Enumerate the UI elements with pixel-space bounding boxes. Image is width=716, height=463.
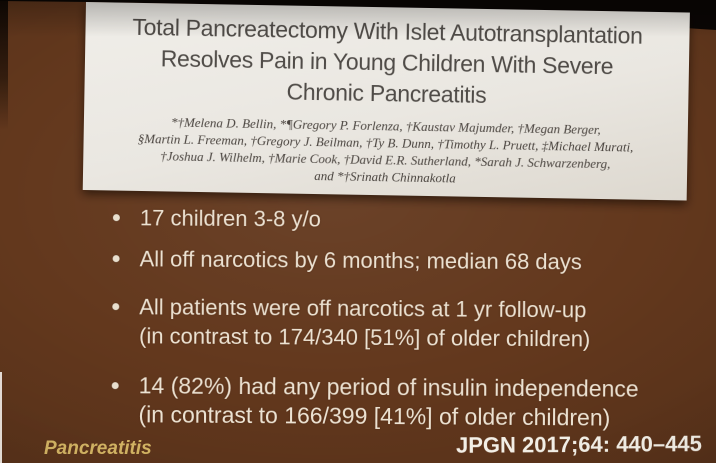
left-edge-shadow — [0, 0, 8, 130]
bullet-dot-icon — [112, 214, 120, 222]
bullet-item: All off narcotics by 6 months; median 68… — [98, 244, 710, 277]
bullet-item: All patients were off narcotics at 1 yr … — [97, 292, 709, 354]
bullet-dot-icon — [112, 255, 120, 263]
bullet-item: 14 (82%) had any period of insulin indep… — [96, 371, 708, 433]
bullet-text: All off narcotics by 6 months; median 68… — [139, 246, 582, 275]
bullet-dot-icon — [112, 303, 120, 311]
bullet-text: All patients were off narcotics at 1 yr … — [139, 294, 587, 323]
bullet-list: 17 children 3-8 y/o All off narcotics by… — [96, 203, 710, 433]
bullet-item: 17 children 3-8 y/o — [98, 203, 710, 236]
bullet-dot-icon — [111, 382, 119, 390]
bullet-text-continued: (in contrast to 174/340 [51%] of older c… — [138, 323, 591, 352]
footer-citation: JPGN 2017;64: 440–445 — [456, 431, 703, 458]
left-edge-artifact — [0, 372, 2, 463]
bullet-text: 14 (82%) had any period of insulin indep… — [138, 372, 639, 402]
author-list: *†Melena D. Bellin, *¶Gregory P. Forlenz… — [83, 112, 688, 191]
slide-title: Total Pancreatectomy With Islet Autotran… — [84, 2, 690, 115]
footer-section-label: Pancreatitis — [44, 438, 152, 459]
bullet-text: 17 children 3-8 y/o — [139, 205, 321, 232]
bullet-text-continued: (in contrast to 166/399 [41%] of older c… — [138, 401, 611, 431]
title-card: Total Pancreatectomy With Islet Autotran… — [82, 2, 690, 201]
